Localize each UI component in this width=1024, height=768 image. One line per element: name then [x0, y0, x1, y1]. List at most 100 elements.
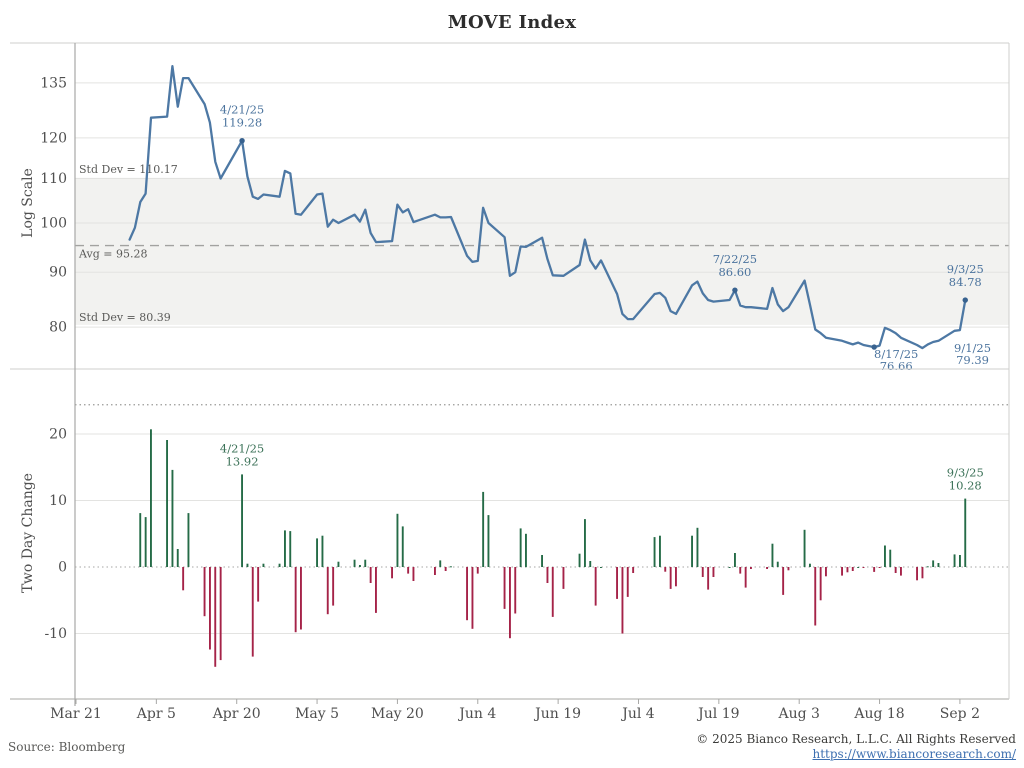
two-day-change-bar — [771, 543, 774, 567]
y-tick-label: 120 — [40, 130, 67, 146]
two-day-change-bar — [139, 513, 142, 567]
x-tick-label: Mar 21 — [50, 706, 102, 722]
two-day-change-bar — [525, 533, 527, 568]
y-tick-label: 110 — [40, 171, 67, 187]
two-day-change-bar — [337, 561, 340, 567]
two-day-change-bar — [541, 555, 543, 567]
two-day-change-bar — [878, 567, 881, 568]
two-day-change-bar — [712, 567, 715, 577]
annotation-dot — [962, 297, 968, 303]
two-day-change-bar — [203, 567, 206, 617]
two-day-change-bar — [841, 567, 843, 576]
two-day-change-bar — [825, 567, 827, 577]
two-day-change-bar — [937, 563, 940, 567]
x-tick-label: Jun 4 — [457, 706, 496, 722]
two-day-change-bar — [294, 567, 297, 633]
avg-label: Avg = 95.28 — [78, 248, 147, 261]
two-day-change-bar — [150, 429, 152, 567]
x-tick-label: Sep 2 — [940, 706, 980, 722]
y-tick-label: 100 — [40, 216, 67, 232]
two-day-change-bar — [600, 567, 602, 568]
two-day-change-bar — [187, 513, 190, 567]
two-day-change-bar — [284, 530, 286, 567]
annotation-date: 8/17/25 — [874, 347, 918, 361]
two-day-change-bar — [246, 563, 249, 567]
two-day-change-bar — [214, 567, 217, 667]
x-tick-label: Jul 19 — [696, 706, 739, 722]
two-day-change-bar — [744, 567, 747, 588]
annotation-value: 86.60 — [718, 265, 751, 279]
x-tick-label: Jun 19 — [533, 706, 581, 722]
two-day-change-bar — [803, 529, 806, 567]
two-day-change-bar — [959, 555, 961, 567]
website-link[interactable]: https://www.biancoresearch.com/ — [812, 747, 1016, 761]
y-tick-label: -10 — [44, 626, 67, 642]
two-day-change-bar — [439, 560, 442, 567]
two-day-change-bar — [578, 553, 581, 567]
annotation-date: 9/1/25 — [954, 341, 991, 355]
two-day-change-bar — [519, 528, 522, 567]
two-day-change-bar — [300, 567, 302, 630]
two-day-change-bar — [653, 537, 656, 567]
two-day-change-bar — [616, 567, 618, 599]
two-day-change-bar — [396, 513, 399, 567]
two-day-change-bar — [219, 567, 222, 661]
two-day-change-bar — [375, 567, 377, 613]
y-tick-label: 135 — [40, 75, 67, 91]
two-day-change-bar — [696, 527, 699, 567]
annotation-dot — [871, 344, 877, 350]
two-day-change-bar — [209, 567, 211, 650]
two-day-change-bar — [487, 515, 490, 567]
annotation-date: 4/21/25 — [220, 441, 264, 455]
two-day-change-bar — [251, 567, 254, 657]
two-day-change-bar — [862, 567, 865, 568]
annotation-date: 9/3/25 — [947, 466, 984, 480]
two-day-change-bar — [819, 567, 822, 601]
two-day-change-bar — [182, 567, 185, 591]
x-tick-label: Jul 4 — [620, 706, 655, 722]
page-title: MOVE Index — [447, 12, 577, 33]
x-tick-label: Apr 20 — [212, 706, 261, 722]
two-day-change-bar — [321, 535, 324, 567]
y-tick-label: 80 — [49, 320, 67, 336]
two-day-change-bar — [257, 567, 260, 602]
two-day-change-bar — [776, 561, 779, 567]
annotation-value: 84.78 — [949, 275, 982, 289]
annotation-date: 7/22/25 — [713, 252, 757, 266]
std-dev-upper-label: Std Dev = 110.17 — [79, 163, 178, 176]
two-day-change-bar — [932, 560, 935, 567]
two-day-change-bar — [359, 565, 361, 567]
two-day-change-bar — [546, 567, 549, 583]
footer-right: © 2025 Bianco Research, L.L.C. All Right… — [696, 732, 1016, 762]
two-day-change-bar — [707, 567, 710, 590]
two-day-change-bar — [412, 567, 415, 581]
y-tick-label: 90 — [49, 265, 67, 281]
two-day-change-bar — [316, 538, 318, 567]
copyright-label: © 2025 Bianco Research, L.L.C. All Right… — [696, 732, 1016, 746]
two-day-change-bar — [369, 567, 372, 583]
two-day-change-bar — [766, 567, 768, 569]
two-day-change-bar — [509, 567, 511, 639]
two-day-change-bar — [241, 474, 243, 567]
two-day-change-bar — [589, 561, 592, 567]
y-tick-label: 10 — [49, 493, 67, 509]
two-day-change-bar — [391, 567, 393, 579]
y-axis-label-two-day-change: Two Day Change — [20, 473, 36, 593]
two-day-change-bar — [482, 491, 485, 567]
two-day-change-bar — [166, 440, 168, 567]
x-tick-label: May 5 — [295, 706, 339, 722]
two-day-change-bar — [814, 567, 817, 626]
two-day-change-bar — [846, 567, 849, 573]
two-day-change-bar — [401, 526, 404, 567]
two-day-change-bar — [916, 567, 918, 581]
two-day-change-bar — [326, 567, 329, 615]
two-day-change-bar — [176, 549, 179, 567]
annotation-value: 79.39 — [956, 353, 989, 367]
annotation-date: 4/21/25 — [220, 103, 264, 117]
x-tick-label: May 20 — [371, 706, 424, 722]
source-label: Source: Bloomberg — [8, 740, 126, 754]
two-day-change-bar — [894, 567, 897, 573]
two-day-change-bar — [953, 554, 956, 567]
two-day-change-bar — [353, 559, 356, 567]
